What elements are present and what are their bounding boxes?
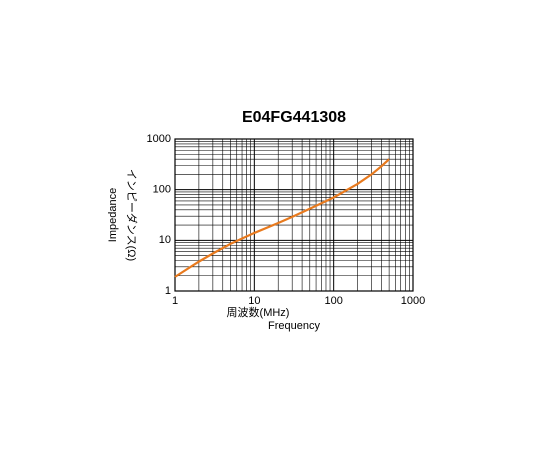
y-tick-label: 100: [153, 184, 171, 196]
y-tick-label: 1000: [147, 133, 171, 145]
chart-title: E04FG441308: [242, 109, 346, 126]
y-tick-label: 10: [159, 234, 171, 246]
y-axis-label-en: Impedance: [107, 188, 119, 242]
x-tick-label: 1: [172, 295, 178, 307]
plot-frame: [174, 138, 414, 292]
line-series: [174, 158, 390, 278]
y-tick-label: 1: [165, 285, 171, 297]
x-tick-label: 10: [248, 295, 260, 307]
y-axis-label: インピーダンス(Ω): [125, 169, 139, 261]
x-tick-label: 100: [324, 295, 342, 307]
x-tick-label: 1000: [401, 295, 425, 307]
x-axis-label-en: Frequency: [268, 320, 320, 332]
x-axis-label: 周波数(MHz): [227, 306, 290, 319]
